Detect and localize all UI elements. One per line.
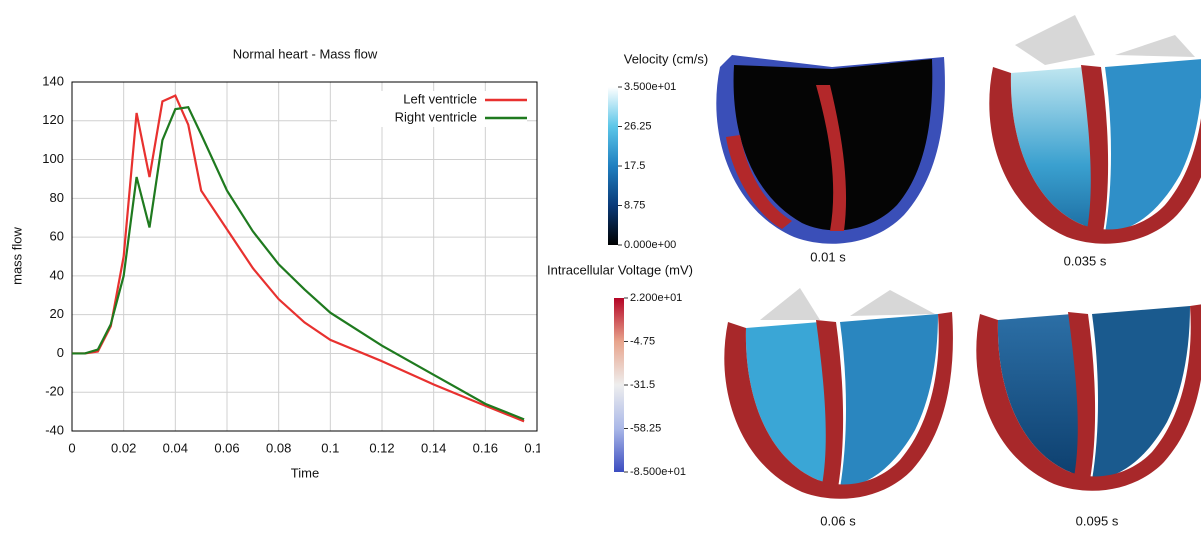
colorbar-tick-label: 17.5 — [624, 160, 645, 172]
series-line — [72, 105, 525, 421]
colorbar-tick-label: -58.25 — [630, 422, 661, 434]
colorbar-title: Intracellular Voltage (mV) — [547, 262, 693, 277]
x-tick-label: 0.12 — [369, 440, 394, 455]
y-tick-label: 120 — [42, 112, 64, 127]
chart-title: Normal heart - Mass flow — [233, 46, 378, 61]
x-tick-label: 0.16 — [473, 440, 498, 455]
colorbar — [614, 298, 624, 472]
series-line — [72, 94, 525, 423]
legend-label: Left ventricle — [403, 91, 477, 106]
y-tick-label: 40 — [50, 267, 64, 282]
x-tick-label: 0.02 — [111, 440, 136, 455]
colorbar-tick-label: 2.200e+01 — [630, 292, 682, 304]
x-tick-label: 0.18 — [524, 440, 549, 455]
line-chart: Normal heart - Mass flow Time mass flow … — [9, 46, 549, 480]
x-axis-label: Time — [291, 465, 319, 480]
heart-snapshot — [716, 55, 945, 244]
snapshot-label: 0.01 s — [810, 249, 846, 264]
colorbar-tick-label: 26.25 — [624, 120, 652, 132]
heart-snapshot — [989, 15, 1201, 244]
y-tick-label: 140 — [42, 73, 64, 88]
colorbar-title: Velocity (cm/s) — [624, 51, 709, 66]
y-tick-label: 80 — [50, 190, 64, 205]
legend-background — [337, 109, 527, 127]
y-axis-label: mass flow — [9, 226, 24, 284]
y-tick-label: -20 — [45, 384, 64, 399]
y-tick-label: 100 — [42, 151, 64, 166]
y-tick-label: 0 — [57, 345, 64, 360]
legend-label: Right ventricle — [395, 109, 477, 124]
x-tick-label: 0.06 — [214, 440, 239, 455]
colorbar-tick-label: 8.75 — [624, 199, 645, 211]
y-tick-label: 20 — [50, 306, 64, 321]
legend-background — [337, 91, 527, 109]
snapshot-label: 0.035 s — [1064, 253, 1107, 268]
heart-snapshot — [976, 304, 1201, 491]
snapshot-label: 0.06 s — [820, 513, 856, 528]
colorbar-tick-label: 0.000e+00 — [624, 239, 676, 251]
snapshot-label: 0.095 s — [1076, 513, 1119, 528]
plot-frame — [71, 81, 538, 432]
x-tick-label: 0.14 — [421, 440, 446, 455]
y-tick-label: -40 — [45, 422, 64, 437]
x-tick-label: 0.1 — [321, 440, 339, 455]
colorbar-tick-label: -4.75 — [630, 335, 655, 347]
heart-snapshot — [724, 288, 953, 499]
colorbar-tick-label: -31.5 — [630, 379, 655, 391]
colorbar — [608, 87, 618, 245]
x-tick-label: 0.04 — [163, 440, 188, 455]
y-tick-label: 60 — [50, 229, 64, 244]
x-tick-label: 0 — [68, 440, 75, 455]
colorbar-tick-label: -8.500e+01 — [630, 466, 686, 478]
x-tick-label: 0.08 — [266, 440, 291, 455]
colorbar-tick-label: 3.500e+01 — [624, 81, 676, 93]
